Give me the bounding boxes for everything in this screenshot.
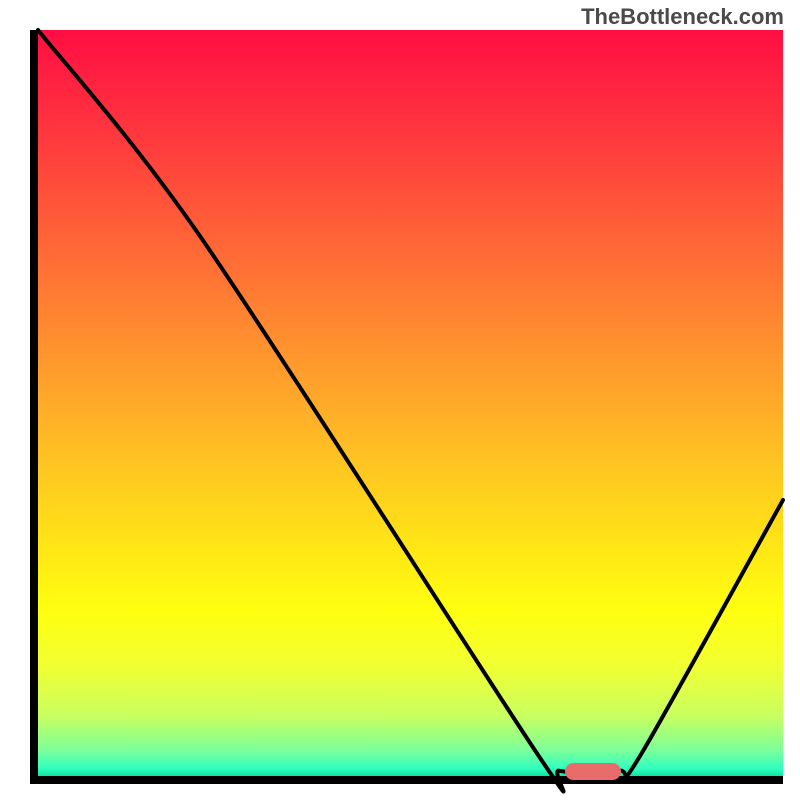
attribution-text: TheBottleneck.com — [581, 4, 784, 30]
x-axis-line — [30, 776, 783, 784]
optimal-range-marker — [565, 763, 621, 779]
y-axis-line — [30, 30, 38, 784]
bottleneck-chart: { "attribution": { "text": "TheBottlenec… — [0, 0, 800, 800]
plot-background-gradient — [38, 30, 783, 776]
